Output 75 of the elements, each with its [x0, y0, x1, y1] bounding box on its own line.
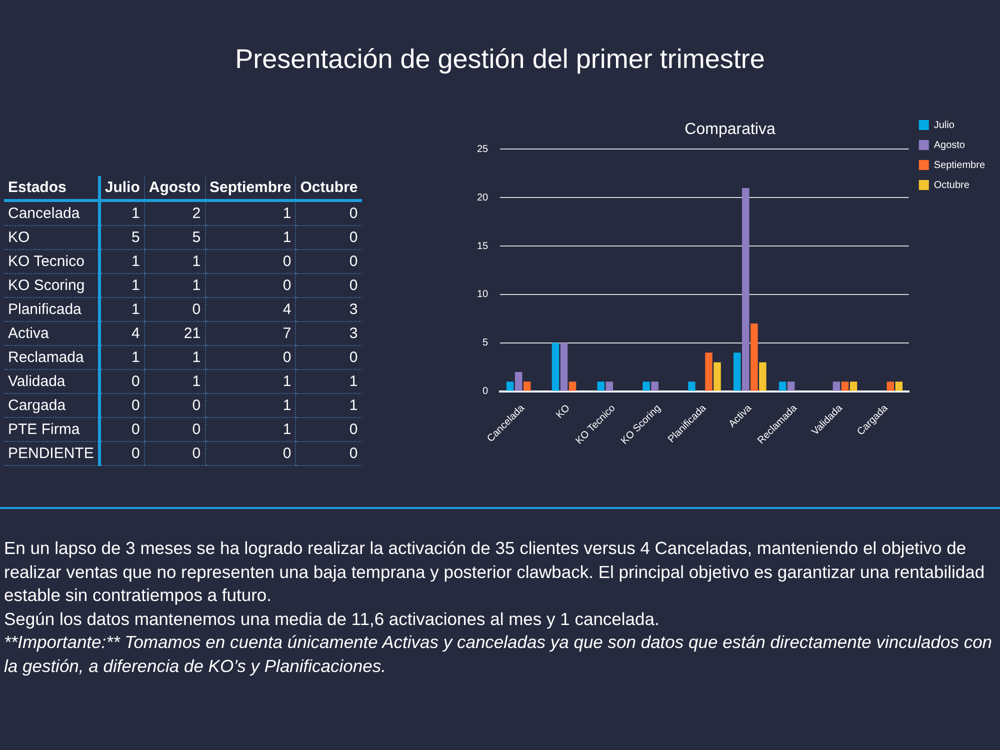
y-tick-label: 15	[477, 240, 489, 252]
data-label: 0	[296, 442, 362, 466]
category-label: KO Scoring	[4, 274, 100, 298]
data-label: 1	[205, 226, 296, 250]
category-label: KO	[4, 226, 100, 250]
category-label: Planificada	[4, 298, 100, 322]
data-label: 0	[144, 394, 206, 418]
data-label: 0	[296, 274, 362, 298]
category-label: Cancelada	[4, 200, 100, 226]
data-label: 1	[205, 394, 296, 418]
legend-label: Agosto	[934, 140, 966, 151]
y-tick-label: 25	[477, 144, 489, 155]
data-label: 4	[205, 298, 296, 322]
category-label: KO Tecnico	[4, 250, 100, 274]
legend-label: Septiembre	[934, 160, 986, 171]
data-label: 3	[296, 298, 362, 322]
data-label: 1	[99, 250, 144, 274]
data-label: 7	[205, 322, 296, 346]
data-label: 0	[296, 418, 362, 442]
text: Septiembre	[205, 176, 296, 200]
data-label: 1	[205, 370, 296, 394]
data-label: 0	[144, 442, 206, 466]
data-label: 0	[99, 442, 144, 466]
text: **Importante:** Tomamos en cuenta únicamente Activas y canceladas ya que son datos que están directamente vinculados con la gestión, a diferencia de KO’s y Planificaciones.	[4, 631, 994, 678]
category-label: PTE Firma	[4, 418, 100, 442]
data-label: 0	[205, 250, 296, 274]
data-label: 1	[205, 418, 296, 442]
data-label: 1	[144, 274, 206, 298]
legend-label: Octubre	[934, 180, 970, 191]
data-label: 1	[99, 346, 144, 370]
data-label: 1	[144, 346, 206, 370]
category-label: Activa	[4, 322, 100, 346]
data-label: 0	[205, 346, 296, 370]
data-label: 3	[296, 322, 362, 346]
text: Según los datos mantenemos una media de 11,6 activaciones al mes y 1 cancelada.	[4, 608, 660, 631]
data-label: 1	[296, 370, 362, 394]
y-tick-label: 5	[482, 338, 489, 349]
data-label: 5	[99, 226, 144, 250]
data-label: 1	[99, 298, 144, 322]
data-label: 0	[99, 370, 144, 394]
category-label: Reclamada	[4, 346, 100, 370]
data-label: 0	[296, 250, 362, 274]
data-label: 2	[144, 200, 206, 226]
chart-title: Comparativa	[684, 121, 776, 138]
text: Estados	[4, 176, 100, 200]
y-tick-label: 10	[477, 289, 489, 300]
y-tick-label: 0	[482, 386, 489, 398]
data-label: 0	[296, 226, 362, 250]
legend-label: Julio	[934, 120, 955, 131]
data-label: 0	[99, 418, 144, 442]
data-label: 1	[99, 274, 144, 298]
y-tick-label: 20	[477, 192, 489, 204]
data-label: 0	[144, 298, 206, 322]
data-label: 0	[144, 418, 206, 442]
data-label: 0	[296, 200, 362, 226]
data-label: 1	[144, 250, 206, 274]
data-label: 21	[144, 322, 206, 346]
data-label: 1	[99, 200, 144, 226]
text: Presentación de gestión del primer trimestre	[234, 44, 766, 75]
data-label: 1	[144, 370, 206, 394]
data-label: 0	[205, 274, 296, 298]
data-label: 1	[205, 200, 296, 226]
data-label: 0	[205, 442, 296, 466]
data-label: 1	[296, 394, 362, 418]
category-label: PENDIENTE	[4, 442, 100, 466]
text: En un lapso de 3 meses se ha logrado realizar la activación de 35 clientes versus 4 Canceladas, manteniendo el objetivo de realizar ventas que no representen una baja temprana y posterior clawback. El principal objetivo es garantizar una rentabilidad estable sin contratiempos a futuro.	[4, 537, 986, 607]
data-label: 0	[296, 346, 362, 370]
data-label: 0	[99, 394, 144, 418]
category-label: Validada	[4, 370, 100, 394]
data-label: 5	[144, 226, 206, 250]
data-label: 4	[99, 322, 144, 346]
text: Octubre	[296, 176, 362, 200]
x-tick-label: KO	[554, 402, 572, 421]
text: Agosto	[144, 176, 206, 200]
legend-label: Julio	[99, 176, 144, 200]
